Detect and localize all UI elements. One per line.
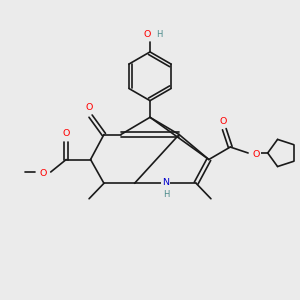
Text: O: O: [85, 103, 93, 112]
Text: O: O: [219, 117, 226, 126]
Text: H: H: [163, 190, 169, 199]
Text: N: N: [162, 178, 169, 187]
Text: O: O: [39, 169, 46, 178]
Text: O: O: [252, 150, 260, 159]
Text: O: O: [144, 30, 151, 39]
Text: O: O: [62, 129, 70, 138]
Text: H: H: [156, 30, 162, 39]
